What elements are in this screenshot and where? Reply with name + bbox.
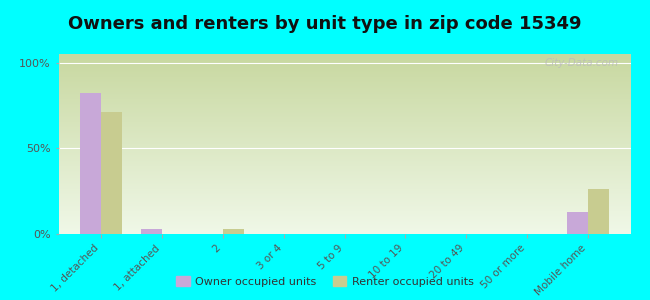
Legend: Owner occupied units, Renter occupied units: Owner occupied units, Renter occupied un… <box>172 272 478 291</box>
Bar <box>140 229 162 234</box>
Text: City-Data.com: City-Data.com <box>545 58 619 68</box>
Bar <box>588 189 609 234</box>
Text: Owners and renters by unit type in zip code 15349: Owners and renters by unit type in zip c… <box>68 15 582 33</box>
Bar <box>567 212 588 234</box>
Bar <box>223 229 244 234</box>
Bar <box>101 112 122 234</box>
Bar <box>80 93 101 234</box>
